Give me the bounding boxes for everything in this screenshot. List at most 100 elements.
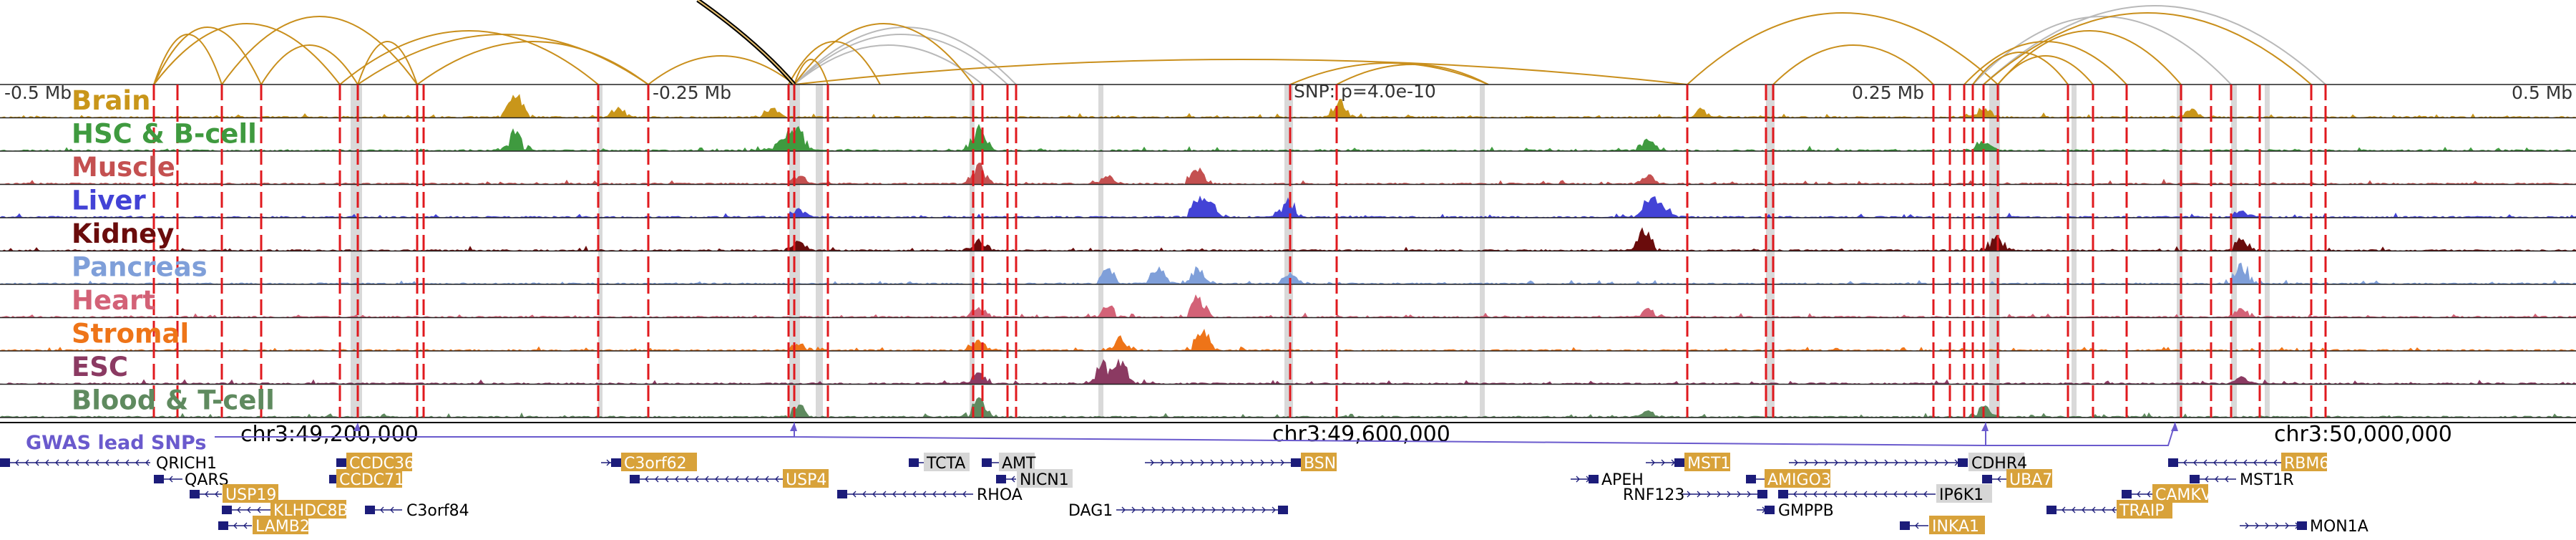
strand-arrow (1241, 506, 1246, 514)
gene-label: TCTA (926, 455, 965, 473)
strand-arrow (145, 459, 150, 466)
strand-arrow (1131, 506, 1136, 514)
strand-arrow (1211, 506, 1216, 514)
strand-arrow (912, 491, 917, 498)
loop-arc (648, 55, 795, 85)
gene-lamb2: LAMB2 (218, 516, 310, 536)
exon-block (1746, 475, 1756, 483)
gene-label: USP19 (225, 486, 276, 504)
gene-label: C3orf62 (624, 455, 687, 473)
loop-arc (1289, 62, 1489, 85)
strand-arrow (215, 491, 219, 498)
exon-block (837, 490, 847, 498)
track-label: Stromal (72, 319, 189, 349)
strand-arrow (1260, 459, 1264, 466)
track-label: Blood & T-cell (72, 385, 275, 416)
strand-arrow (1687, 491, 1691, 498)
exon-block (2122, 490, 2132, 498)
gene-amigo3: AMIGO3 (1746, 469, 1831, 489)
gene-highlight (223, 484, 278, 503)
strand-arrow (1262, 506, 1266, 514)
strand-arrow (1280, 459, 1284, 466)
strand-arrow (2255, 522, 2259, 529)
strand-arrow (1181, 506, 1186, 514)
exon-block (996, 475, 1006, 483)
axis-label-snp: SNP: p=4.0e-10 (1294, 81, 1436, 102)
strand-arrow (1252, 506, 1256, 514)
axis-label-mid-right: 0.25 Mb (1852, 82, 1924, 103)
exon-block (218, 521, 228, 530)
strand-arrow (775, 476, 779, 483)
strand-arrow (655, 476, 659, 483)
exon-block (190, 490, 200, 498)
gene-highlight (2117, 500, 2172, 519)
strand-arrow (2245, 522, 2249, 529)
gene-label: APEH (1601, 471, 1644, 489)
gene-highlight (270, 500, 346, 519)
distance-axis: -0.5 Mb -0.25 Mb SNP: p=4.0e-10 0.25 Mb … (4, 81, 2572, 103)
exon-block (365, 506, 375, 514)
strand-arrow (85, 459, 89, 466)
strand-arrow (2243, 459, 2248, 466)
strand-arrow (1200, 459, 1204, 466)
strand-arrow (1944, 459, 1948, 466)
gene-rbm6: RBM6 (2168, 453, 2329, 473)
gene-highlight (783, 469, 829, 488)
strand-arrow (1201, 506, 1206, 514)
strand-arrow (1873, 491, 1878, 498)
strand-arrow (2205, 476, 2209, 483)
strand-arrow (862, 491, 867, 498)
strand-arrow (2233, 459, 2238, 466)
loop-arc (788, 41, 881, 85)
coord-label-2: chr3:49,600,000 (1272, 422, 1450, 447)
strand-arrow (755, 476, 759, 483)
strand-arrow (745, 476, 749, 483)
loop-arc (1972, 16, 2232, 85)
gene-highlight (2281, 453, 2327, 471)
gene-dag1: DAG1 (1068, 502, 1288, 520)
loop-arc (1997, 55, 2094, 85)
signal-track-3 (0, 196, 2576, 218)
signal-track-8 (0, 358, 2576, 385)
gene-label: RHOA (977, 486, 1023, 504)
strand-arrow (1824, 459, 1828, 466)
strand-arrow (95, 459, 99, 466)
gene-tcta: TCTA (909, 453, 970, 473)
strand-arrow (705, 476, 709, 483)
strand-arrow (2092, 506, 2096, 514)
gene-label: GMPPB (1778, 502, 1834, 520)
gene-label: RNF123 (1623, 486, 1684, 504)
strand-arrow (1160, 459, 1164, 466)
gene-highlight (2152, 484, 2208, 503)
track-label: Muscle (72, 152, 175, 183)
gene-uba7: UBA7 (1982, 469, 2052, 489)
strand-arrow (725, 476, 729, 483)
strand-arrow (1240, 459, 1244, 466)
strand-arrow (1813, 491, 1818, 498)
loop-arc (1983, 5, 2326, 85)
strand-arrow (1803, 491, 1807, 498)
gene-traip: TRAIP (2046, 500, 2172, 520)
strand-arrow (1231, 506, 1236, 514)
loop-arc (1972, 52, 2069, 85)
gene-label: LAMB2 (255, 518, 310, 536)
strand-arrow (1121, 506, 1126, 514)
gene-label: CCDC71 (339, 471, 404, 489)
strand-arrow (35, 459, 39, 466)
strand-arrow (1923, 491, 1928, 498)
exon-block (909, 458, 919, 467)
strand-arrow (125, 459, 130, 466)
strand-arrow (952, 491, 957, 498)
strand-arrow (2215, 476, 2219, 483)
loop-arc (1772, 44, 1934, 85)
strand-arrow (1727, 491, 1731, 498)
strand-arrow (922, 491, 927, 498)
strand-arrow (892, 491, 897, 498)
strand-arrow (1934, 459, 1938, 466)
gene-highlight (1765, 469, 1830, 488)
strand-arrow (169, 476, 173, 483)
gene-highlight (336, 469, 402, 488)
gene-label: DAG1 (1068, 502, 1113, 520)
gene-highlight (253, 516, 308, 534)
strand-arrow (1221, 506, 1226, 514)
